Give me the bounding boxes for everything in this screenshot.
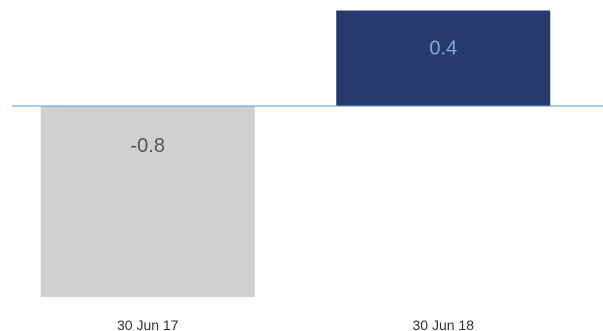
category-label-2: 30 Jun 18 [413, 317, 475, 331]
data-label-2: 0.4 [429, 38, 457, 60]
bar-group [40, 10, 551, 297]
data-label-group: -0.8 0.4 [131, 38, 458, 158]
data-label-1: -0.8 [131, 135, 165, 157]
category-label-1: 30 Jun 17 [117, 317, 179, 331]
category-label-group: 30 Jun 17 30 Jun 18 [117, 317, 474, 331]
bar-1 [40, 106, 255, 297]
bar-2 [336, 10, 551, 106]
